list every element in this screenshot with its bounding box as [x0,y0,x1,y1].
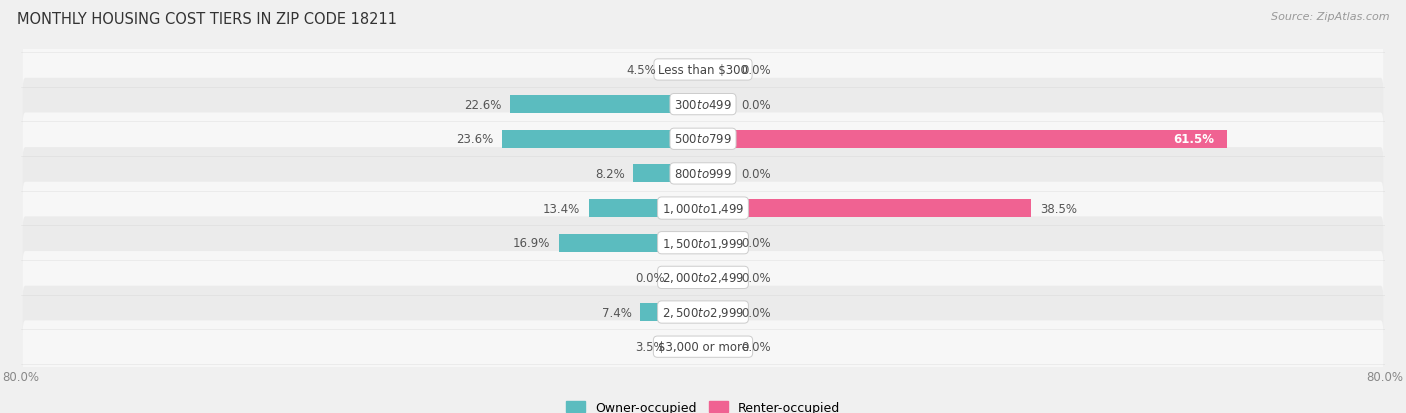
Text: $1,000 to $1,499: $1,000 to $1,499 [662,202,744,216]
Bar [703,338,733,356]
Bar [502,131,703,148]
Bar [703,234,733,252]
Bar [703,96,733,114]
Text: $3,000 or more: $3,000 or more [658,340,748,353]
FancyBboxPatch shape [22,113,1384,166]
Text: 4.5%: 4.5% [626,64,657,77]
Bar [703,61,733,79]
Text: 0.0%: 0.0% [741,306,770,319]
Text: $2,500 to $2,999: $2,500 to $2,999 [662,305,744,319]
Text: 13.4%: 13.4% [543,202,581,215]
FancyBboxPatch shape [22,44,1384,97]
FancyBboxPatch shape [22,217,1384,269]
Bar [703,199,1031,218]
Text: $2,000 to $2,499: $2,000 to $2,499 [662,271,744,285]
FancyBboxPatch shape [22,286,1384,339]
Text: 0.0%: 0.0% [741,98,770,112]
Text: 0.0%: 0.0% [741,168,770,180]
FancyBboxPatch shape [22,148,1384,200]
FancyBboxPatch shape [22,78,1384,131]
Bar [640,303,703,321]
Text: 0.0%: 0.0% [741,64,770,77]
Text: 7.4%: 7.4% [602,306,631,319]
Text: 0.0%: 0.0% [741,237,770,249]
Text: 61.5%: 61.5% [1174,133,1215,146]
Text: 22.6%: 22.6% [464,98,502,112]
Text: 0.0%: 0.0% [741,271,770,284]
Legend: Owner-occupied, Renter-occupied: Owner-occupied, Renter-occupied [561,396,845,413]
Text: MONTHLY HOUSING COST TIERS IN ZIP CODE 18211: MONTHLY HOUSING COST TIERS IN ZIP CODE 1… [17,12,396,27]
Text: 8.2%: 8.2% [595,168,624,180]
FancyBboxPatch shape [22,182,1384,235]
Text: 3.5%: 3.5% [636,340,665,353]
Text: $800 to $999: $800 to $999 [673,168,733,180]
Text: $1,500 to $1,999: $1,500 to $1,999 [662,236,744,250]
FancyBboxPatch shape [22,320,1384,373]
Bar [673,269,703,287]
Text: 0.0%: 0.0% [741,340,770,353]
Text: Less than $300: Less than $300 [658,64,748,77]
Bar [665,61,703,79]
Bar [673,338,703,356]
Bar [703,303,733,321]
Bar [510,96,703,114]
Text: Source: ZipAtlas.com: Source: ZipAtlas.com [1271,12,1389,22]
Bar [703,165,733,183]
Text: 23.6%: 23.6% [456,133,494,146]
Text: 0.0%: 0.0% [636,271,665,284]
Bar [703,131,1227,148]
Text: 38.5%: 38.5% [1039,202,1077,215]
Text: $500 to $799: $500 to $799 [673,133,733,146]
Bar [560,234,703,252]
Text: $300 to $499: $300 to $499 [673,98,733,112]
Bar [703,269,733,287]
Bar [633,165,703,183]
Text: 16.9%: 16.9% [513,237,550,249]
Bar [589,199,703,218]
FancyBboxPatch shape [22,252,1384,304]
